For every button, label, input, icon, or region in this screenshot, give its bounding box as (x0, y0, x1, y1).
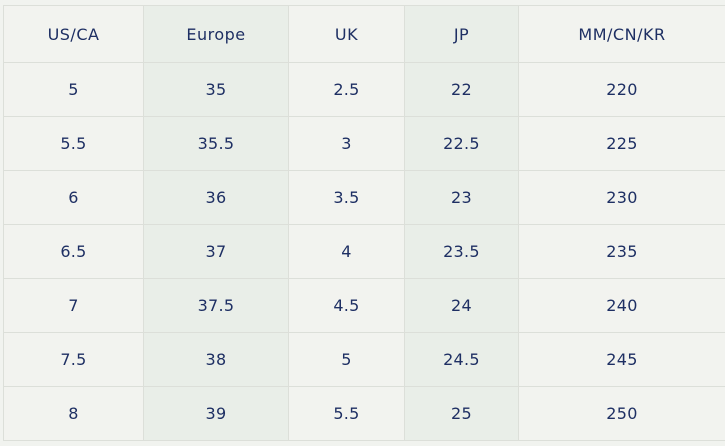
table-cell: 4.5 (288, 278, 405, 333)
table-cell: 2.5 (288, 62, 405, 117)
table-row: 6 36 3.5 23 230 (3, 170, 725, 225)
table-cell: 6.5 (3, 224, 144, 279)
table-cell: 8 (3, 386, 144, 441)
table-cell: 7 (3, 278, 144, 333)
table-cell: 24.5 (404, 332, 519, 387)
table-cell: 22 (404, 62, 519, 117)
header-europe: Europe (143, 5, 289, 63)
table-cell: 225 (518, 116, 725, 171)
table-cell: 37.5 (143, 278, 289, 333)
table-cell: 3 (288, 116, 405, 171)
table-cell: 38 (143, 332, 289, 387)
table-cell: 22.5 (404, 116, 519, 171)
table-header-row: US/CA Europe UK JP MM/CN/KR (3, 5, 725, 63)
table-row: 7 37.5 4.5 24 240 (3, 278, 725, 333)
header-us-ca: US/CA (3, 5, 144, 63)
table-row: 5.5 35.5 3 22.5 225 (3, 116, 725, 171)
table-cell: 5.5 (288, 386, 405, 441)
table-cell: 220 (518, 62, 725, 117)
table-cell: 35.5 (143, 116, 289, 171)
table-cell: 37 (143, 224, 289, 279)
table-cell: 6 (3, 170, 144, 225)
table-cell: 23.5 (404, 224, 519, 279)
header-mm-cn-kr: MM/CN/KR (518, 5, 725, 63)
header-uk: UK (288, 5, 405, 63)
header-jp: JP (404, 5, 519, 63)
size-conversion-table: US/CA Europe UK JP MM/CN/KR 5 35 2.5 22 … (3, 5, 725, 441)
table-cell: 245 (518, 332, 725, 387)
table-row: 8 39 5.5 25 250 (3, 386, 725, 441)
table-cell: 4 (288, 224, 405, 279)
table-cell: 23 (404, 170, 519, 225)
table-cell: 25 (404, 386, 519, 441)
table-cell: 39 (143, 386, 289, 441)
table-row: 7.5 38 5 24.5 245 (3, 332, 725, 387)
table-cell: 3.5 (288, 170, 405, 225)
table-cell: 35 (143, 62, 289, 117)
table-cell: 230 (518, 170, 725, 225)
table-cell: 5 (3, 62, 144, 117)
table-cell: 5.5 (3, 116, 144, 171)
table-cell: 7.5 (3, 332, 144, 387)
table-cell: 240 (518, 278, 725, 333)
table-row: 5 35 2.5 22 220 (3, 62, 725, 117)
table-row: 6.5 37 4 23.5 235 (3, 224, 725, 279)
table-cell: 5 (288, 332, 405, 387)
table-cell: 235 (518, 224, 725, 279)
table-cell: 36 (143, 170, 289, 225)
table-cell: 24 (404, 278, 519, 333)
table-cell: 250 (518, 386, 725, 441)
